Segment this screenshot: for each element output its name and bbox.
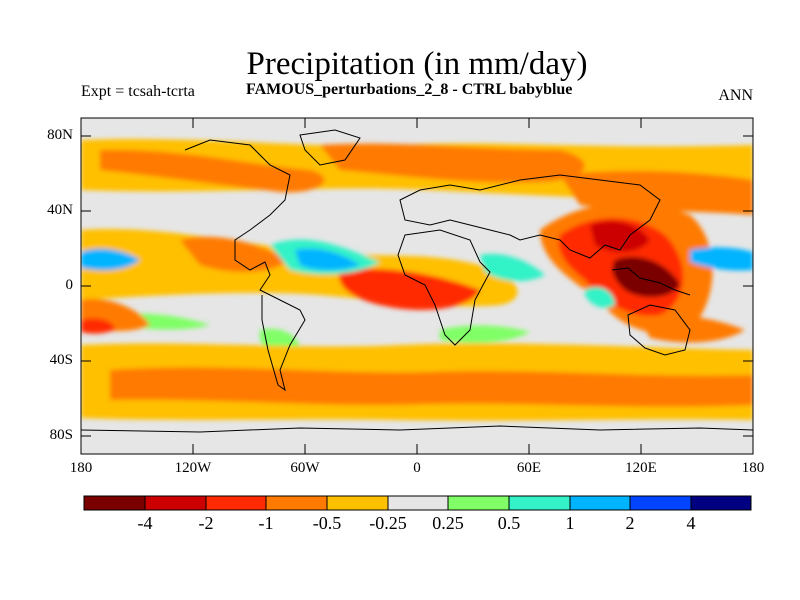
field-patch [690,247,753,271]
colorbar-label: -4 [137,513,153,533]
field-patch [440,325,530,344]
colorbar-swatch [387,495,449,511]
field-patch [81,248,140,271]
field-patch [590,220,650,252]
lon-label: 0 [413,460,421,476]
colorbar-swatch [508,495,571,511]
coastline-australia [627,304,691,356]
field-patch [100,149,325,193]
colorbar-swatch [326,495,389,511]
lat-label: 0 [65,277,74,293]
colorbar-label: -2 [198,513,214,533]
coastlines [81,129,753,433]
field-patch [320,143,585,183]
field-patch [640,315,745,343]
colorbar-swatch [569,495,631,511]
coastline-africa [397,229,491,346]
colorbar-label: -0.5 [312,513,342,533]
colorbar-label: 0.5 [497,513,521,533]
lat-label: 80S [49,427,73,443]
lon-label: 60W [290,460,320,476]
colorbar-label: -0.25 [369,513,407,533]
colorbar-label: 0.25 [432,513,464,533]
lon-label: 180 [69,460,93,476]
colorbar [83,495,752,511]
field-patch [560,170,753,215]
colorbar-swatch [83,495,146,511]
season-label: ANN [718,87,753,104]
experiment-label: Expt = tcsah-tcrta [81,83,195,100]
colorbar-swatch [144,495,207,511]
coastline-antarctica [81,425,753,433]
colorbar-swatch [265,495,328,511]
colorbar-label: 2 [625,513,635,533]
lat-label: 40S [49,352,73,368]
field-patch [295,248,360,271]
colorbar-swatch [447,495,510,511]
lat-ticks [81,135,753,437]
colorbar-label: 4 [686,513,696,533]
field-patch [81,318,115,334]
colorbar-swatch [690,495,752,511]
colorbar-label: 1 [565,513,575,533]
colorbar-label: -1 [258,513,274,533]
coastline-greenland [299,129,361,166]
plot-title: Precipitation (in mm/day) [246,46,588,82]
precipitation-field [81,118,753,454]
dataset-label: FAMOUS_perturbations_2_8 - CTRL babyblue [246,81,573,98]
coastline-eurasia [399,174,661,259]
lon-label: 120W [174,460,212,476]
field-patch [612,256,680,297]
field-patch [339,268,480,310]
lon-label: 60E [516,460,542,476]
colorbar-swatch [629,495,692,511]
coastline-americas [184,139,306,392]
coastline-maritime-continent [611,267,691,296]
field-patch [480,253,545,282]
lat-label: 80N [47,127,73,143]
lon-ticks [192,118,642,454]
colorbar-swatch [205,495,267,511]
field-patch [110,367,753,407]
lat-label: 40N [47,202,73,218]
field-patch [585,287,615,308]
lon-label: 180 [741,460,765,476]
lon-label: 120E [625,460,657,476]
